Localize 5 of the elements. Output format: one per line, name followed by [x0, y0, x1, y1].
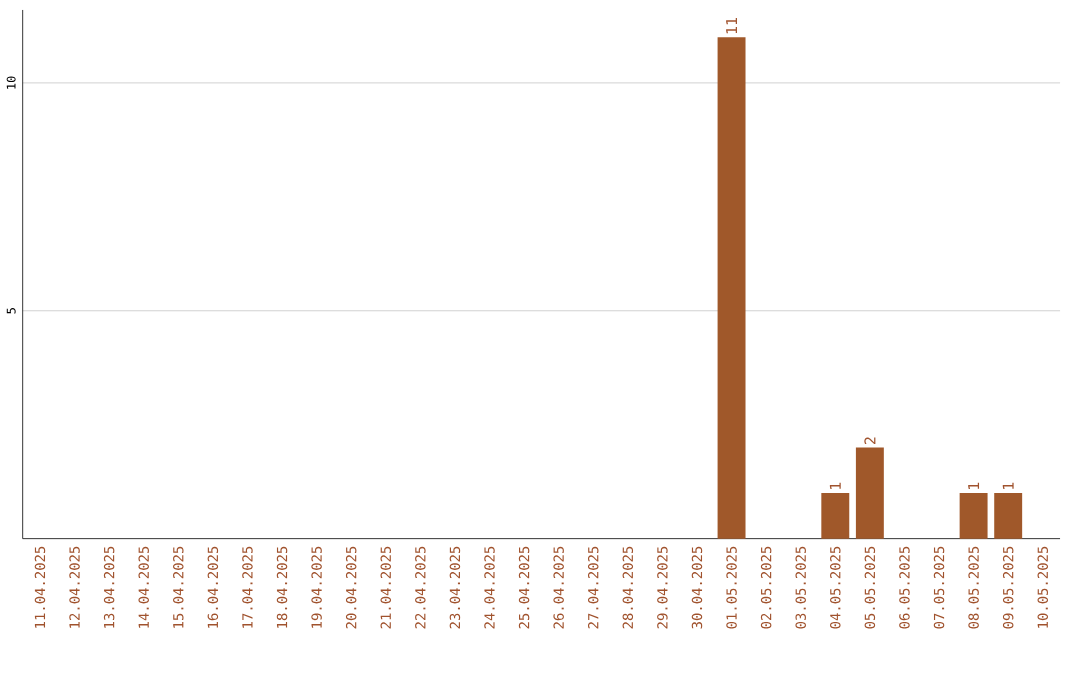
bar: [994, 492, 1023, 539]
bar: [959, 492, 988, 539]
bar: [717, 37, 746, 539]
bar: [855, 447, 884, 539]
bar: [821, 492, 850, 539]
